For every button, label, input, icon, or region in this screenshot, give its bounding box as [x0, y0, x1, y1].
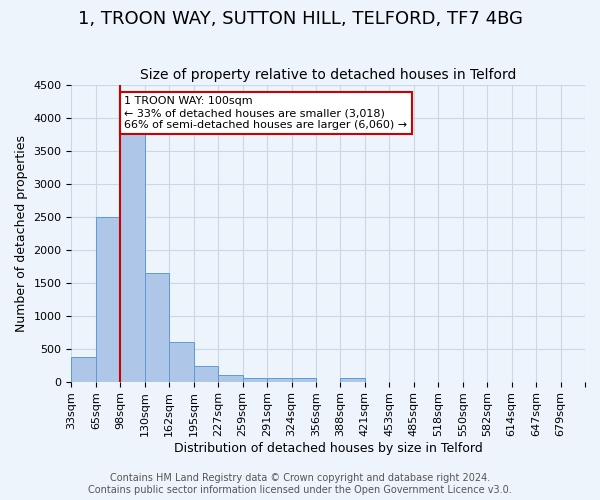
Bar: [218, 374, 242, 382]
Text: 1, TROON WAY, SUTTON HILL, TELFORD, TF7 4BG: 1, TROON WAY, SUTTON HILL, TELFORD, TF7 …: [77, 10, 523, 28]
Text: 1 TROON WAY: 100sqm
← 33% of detached houses are smaller (3,018)
66% of semi-det: 1 TROON WAY: 100sqm ← 33% of detached ho…: [124, 96, 407, 130]
Title: Size of property relative to detached houses in Telford: Size of property relative to detached ho…: [140, 68, 517, 82]
Bar: [340, 378, 365, 382]
Y-axis label: Number of detached properties: Number of detached properties: [15, 134, 28, 332]
Bar: [242, 378, 267, 382]
Text: Contains HM Land Registry data © Crown copyright and database right 2024.
Contai: Contains HM Land Registry data © Crown c…: [88, 474, 512, 495]
Bar: [71, 356, 96, 382]
Bar: [292, 378, 316, 382]
Bar: [169, 342, 194, 382]
Bar: [96, 216, 121, 382]
Bar: [145, 272, 169, 382]
Bar: [267, 378, 292, 382]
Bar: [194, 366, 218, 382]
Bar: [121, 134, 145, 382]
X-axis label: Distribution of detached houses by size in Telford: Distribution of detached houses by size …: [174, 442, 482, 455]
